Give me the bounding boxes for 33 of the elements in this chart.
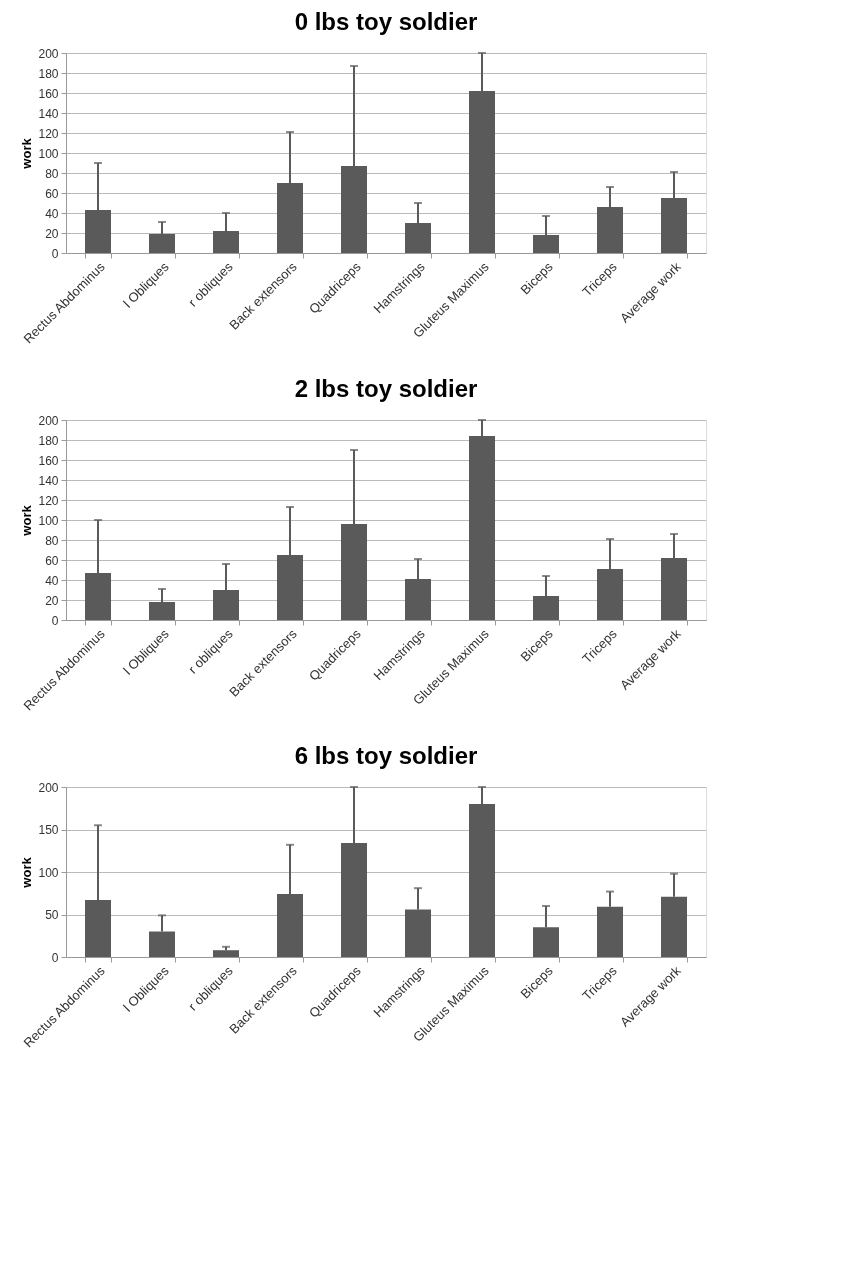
y-tick-label: 200 [38,413,59,428]
chart-title: 2 lbs toy soldier [294,375,478,402]
y-axis-title: work [19,856,35,889]
y-tick-label: 200 [38,46,59,61]
y-tick-label: 0 [51,246,59,261]
chart-title: 0 lbs toy soldier [294,8,478,35]
y-tick-label: 140 [38,473,59,488]
y-axis-title: work [19,504,35,537]
y-tick-label: 100 [38,513,59,528]
y-tick-label: 180 [38,433,59,448]
y-tick-label: 120 [38,126,59,141]
y-tick-label: 80 [45,533,59,548]
chart-title: 6 lbs toy soldier [294,742,478,769]
y-tick-label: 60 [45,186,59,201]
y-tick-label: 0 [51,613,59,628]
y-tick-label: 60 [45,553,59,568]
y-tick-label: 160 [38,86,59,101]
y-tick-label: 200 [38,780,59,795]
y-tick-label: 50 [45,908,59,922]
y-tick-label: 0 [51,950,59,965]
y-tick-label: 100 [38,146,59,161]
y-tick-label: 20 [45,593,59,608]
y-tick-label: 40 [45,573,59,588]
y-tick-label: 100 [38,865,59,880]
y-tick-label: 20 [45,226,59,241]
y-tick-label: 180 [38,66,59,81]
y-tick-label: 160 [38,453,59,468]
y-tick-label: 120 [38,493,59,508]
y-tick-label: 40 [45,206,59,221]
y-tick-label: 80 [45,166,59,181]
y-tick-label: 150 [38,823,59,837]
y-tick-label: 140 [38,106,59,121]
y-axis-title: work [19,137,35,170]
